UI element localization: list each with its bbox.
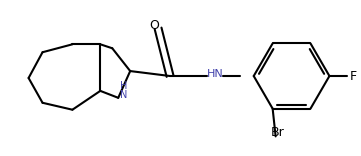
Text: HN: HN — [207, 69, 224, 79]
Text: F: F — [349, 70, 356, 83]
Text: H
N: H N — [120, 81, 127, 100]
Text: Br: Br — [271, 126, 284, 139]
Text: O: O — [149, 19, 159, 32]
